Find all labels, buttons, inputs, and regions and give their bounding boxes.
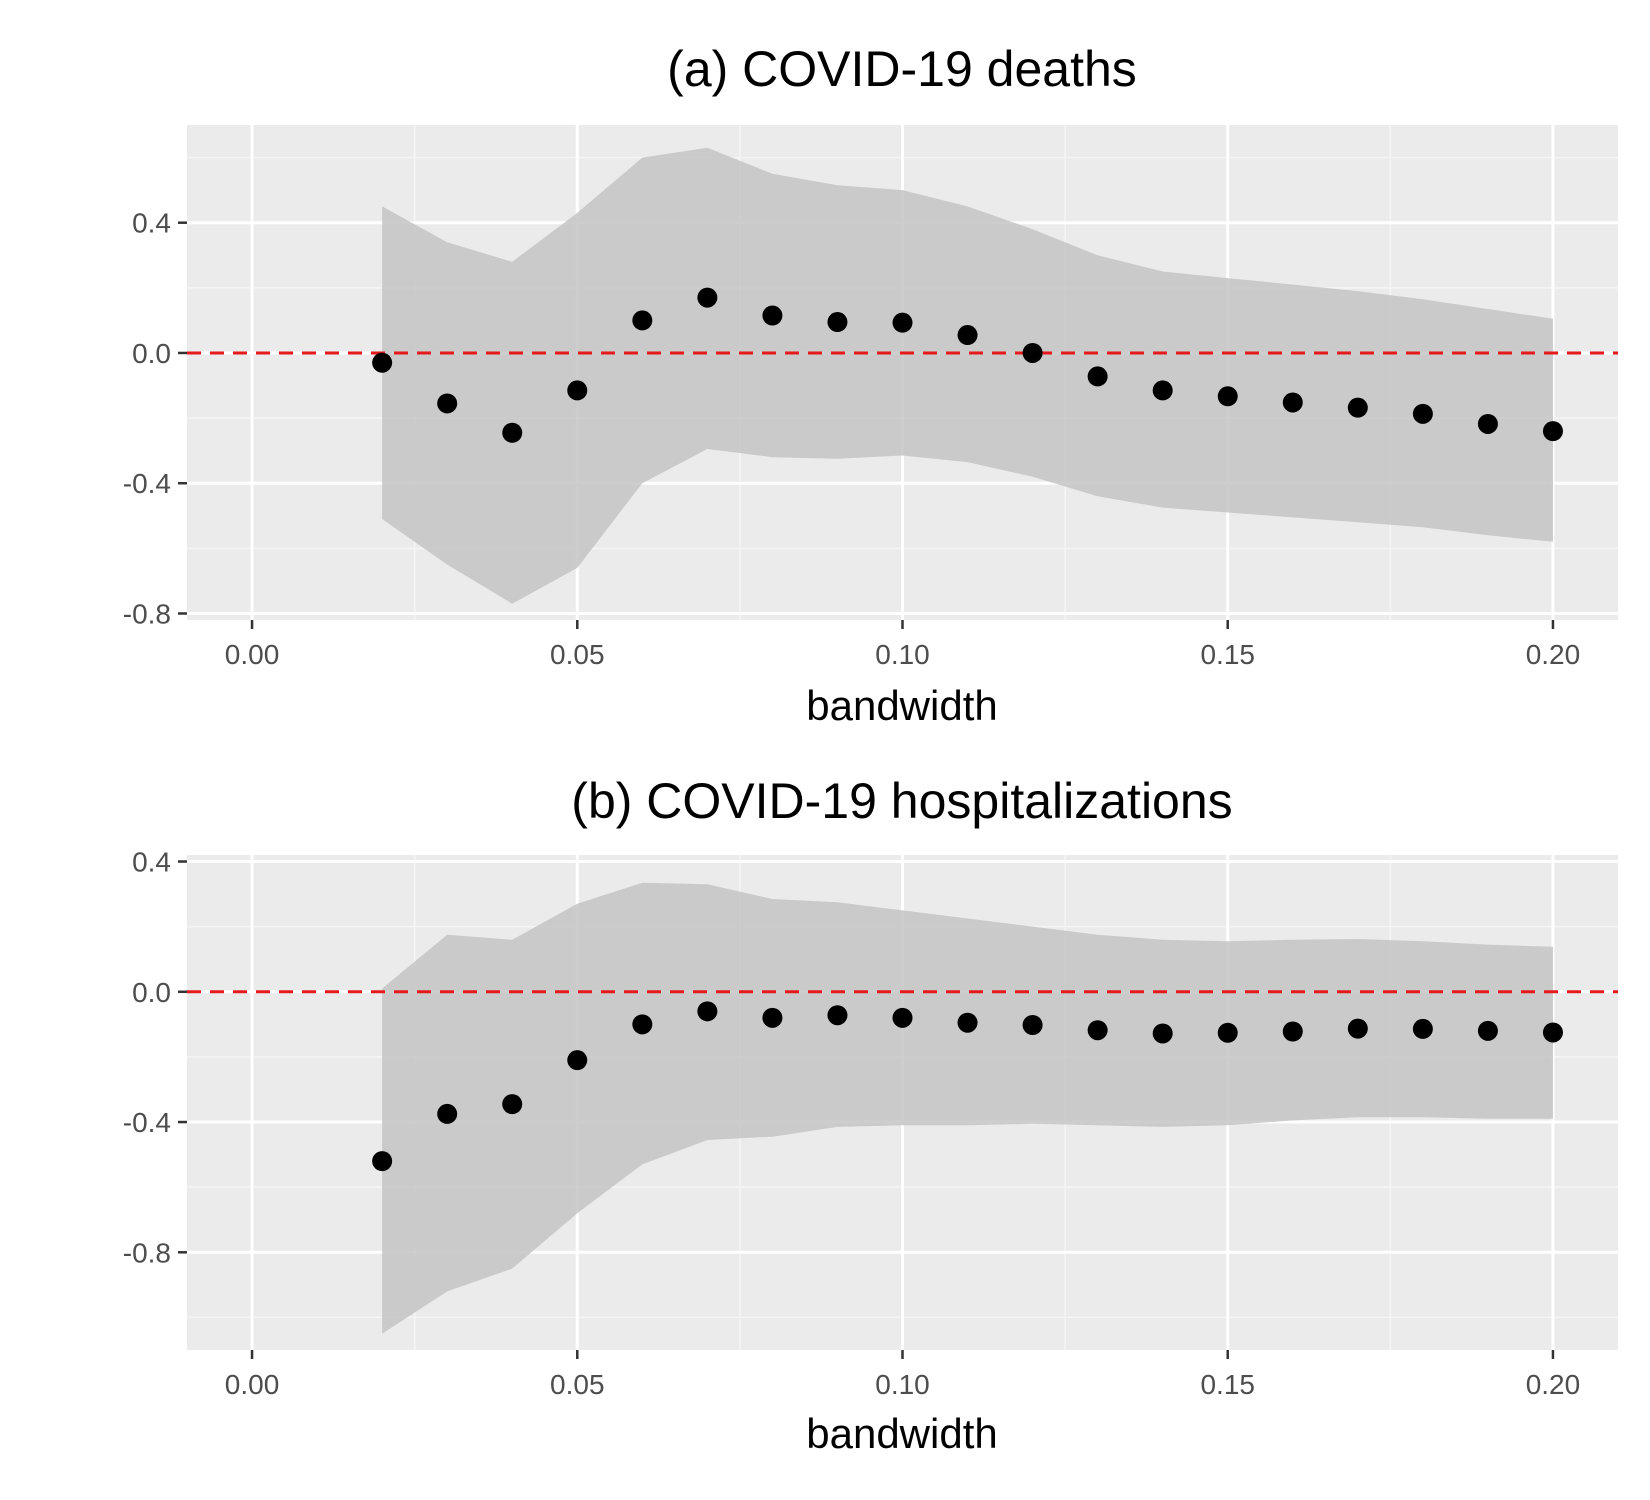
x-tick-label: 0.10 (875, 639, 930, 670)
panel-title: (a) COVID-19 deaths (667, 41, 1137, 97)
data-point (372, 1151, 393, 1172)
x-tick-label: 0.00 (225, 639, 280, 670)
data-point (1542, 421, 1563, 442)
data-point (1282, 392, 1303, 413)
data-point (1087, 366, 1108, 387)
data-point (697, 1001, 718, 1022)
data-point (957, 325, 978, 346)
data-point (1152, 1023, 1173, 1044)
x-tick-label: 0.05 (550, 639, 605, 670)
data-point (437, 1103, 458, 1124)
data-point (502, 1094, 523, 1115)
data-point (1217, 1022, 1238, 1043)
data-point (1477, 413, 1498, 434)
data-point (697, 287, 718, 308)
data-point (1347, 1018, 1368, 1039)
data-point (502, 422, 523, 443)
x-axis: 0.00 0.05 0.10 0.15 0.20 (225, 620, 1580, 670)
data-point (1152, 380, 1173, 401)
data-point (372, 352, 393, 373)
x-tick-label: 0.00 (225, 1369, 280, 1400)
x-tick-label: 0.20 (1526, 1369, 1581, 1400)
x-axis-title: bandwidth (806, 1410, 997, 1457)
data-point (1022, 342, 1043, 363)
data-point (437, 393, 458, 414)
data-point (1412, 403, 1433, 424)
y-tick-label: -0.8 (123, 598, 171, 629)
y-tick-label: -0.4 (123, 468, 171, 499)
y-tick-label: 0.0 (132, 977, 171, 1008)
data-point (827, 1005, 848, 1026)
panel-hospitalizations: (b) COVID-19 hospitalizations 0.4 0.0 -0.4… (123, 773, 1618, 1457)
data-point (762, 305, 783, 326)
data-point (632, 1014, 653, 1035)
data-point (1282, 1021, 1303, 1042)
y-tick-label: 0.0 (132, 338, 171, 369)
data-point (1477, 1020, 1498, 1041)
y-tick-label: -0.4 (123, 1107, 171, 1138)
data-point (1347, 397, 1368, 418)
x-axis-title: bandwidth (806, 682, 997, 729)
y-tick-label: 0.4 (132, 847, 171, 878)
x-tick-label: 0.15 (1200, 1369, 1255, 1400)
confidence-band (382, 147, 1554, 604)
data-point (762, 1007, 783, 1028)
panel-title: (b) COVID-19 hospitalizations (571, 773, 1232, 829)
data-point (1087, 1020, 1108, 1041)
x-axis: 0.00 0.05 0.10 0.15 0.20 (225, 1350, 1580, 1400)
y-axis: 0.4 0.0 -0.4 -0.8 (123, 208, 187, 629)
data-point (1542, 1022, 1563, 1043)
points (372, 287, 1563, 443)
data-point (892, 312, 913, 333)
x-tick-label: 0.20 (1526, 639, 1581, 670)
x-tick-label: 0.10 (875, 1369, 930, 1400)
data-point (567, 380, 588, 401)
data-point (632, 310, 653, 331)
data-point (1022, 1014, 1043, 1035)
data-point (567, 1050, 588, 1071)
points (372, 1001, 1563, 1172)
data-point (957, 1012, 978, 1033)
panel-deaths: (a) COVID-19 deaths 0.40.0-0.4-0.8 0.00 0… (123, 41, 1618, 729)
data-point (892, 1007, 913, 1028)
data-point (827, 312, 848, 333)
y-tick-label: 0.4 (132, 208, 171, 239)
data-point (1412, 1018, 1433, 1039)
y-tick-label: -0.8 (123, 1237, 171, 1268)
data-point (1217, 386, 1238, 407)
y-axis: 0.4 0.0 -0.4 -0.8 (123, 847, 187, 1268)
confidence-band (382, 882, 1554, 1334)
x-tick-label: 0.05 (550, 1369, 605, 1400)
x-tick-label: 0.15 (1200, 639, 1255, 670)
